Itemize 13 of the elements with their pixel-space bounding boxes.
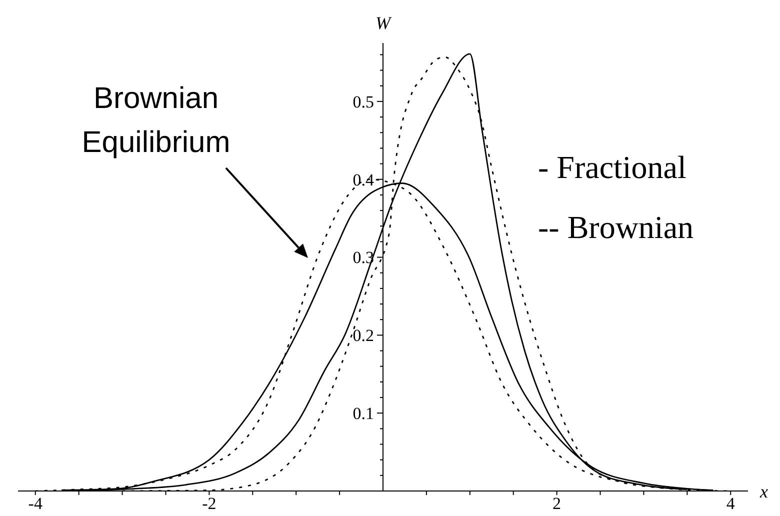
annotation: Brownian Equilibrium	[82, 82, 230, 159]
x-axis-title: x	[759, 481, 768, 502]
y-tick-label: 0.4	[352, 170, 374, 190]
y-tick-label: 0.5	[352, 92, 374, 112]
x-tick-label: 2	[552, 494, 562, 514]
annotation: - Fractional	[538, 149, 686, 185]
x-tick-label: -4	[28, 494, 43, 514]
x-tick-label: -2	[202, 494, 216, 514]
x-tick-label: 4	[726, 494, 736, 514]
y-axis-title: W	[376, 13, 392, 33]
y-tick-label: 0.2	[352, 326, 374, 346]
annotation: -- Brownian	[538, 209, 694, 245]
y-tick-label: 0.1	[352, 404, 374, 424]
